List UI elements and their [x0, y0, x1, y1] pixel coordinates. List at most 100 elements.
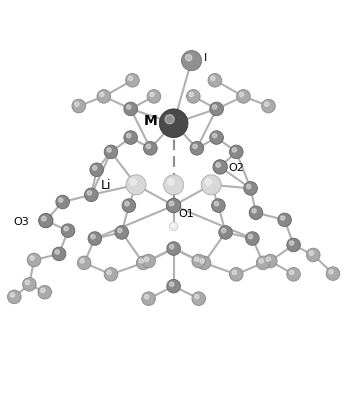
- Circle shape: [210, 103, 223, 116]
- Circle shape: [150, 93, 154, 98]
- Circle shape: [8, 290, 21, 304]
- Circle shape: [10, 293, 15, 297]
- Text: O2: O2: [228, 162, 244, 173]
- Circle shape: [88, 232, 102, 246]
- Circle shape: [38, 286, 52, 299]
- Circle shape: [170, 282, 174, 287]
- Circle shape: [214, 202, 219, 206]
- Circle shape: [248, 235, 253, 239]
- Circle shape: [55, 250, 59, 255]
- Circle shape: [124, 103, 137, 116]
- Text: O1: O1: [178, 209, 194, 219]
- Circle shape: [167, 242, 180, 256]
- Circle shape: [185, 55, 192, 62]
- Circle shape: [262, 100, 275, 113]
- Circle shape: [249, 207, 263, 220]
- Circle shape: [326, 267, 340, 281]
- Circle shape: [216, 163, 221, 168]
- Circle shape: [290, 271, 294, 275]
- Circle shape: [107, 148, 111, 153]
- Circle shape: [195, 295, 199, 299]
- Circle shape: [278, 213, 291, 227]
- Circle shape: [200, 259, 204, 264]
- Circle shape: [147, 90, 161, 104]
- Text: M: M: [144, 113, 157, 127]
- Circle shape: [211, 77, 215, 81]
- Circle shape: [27, 254, 41, 267]
- Circle shape: [210, 132, 223, 145]
- Circle shape: [290, 241, 294, 245]
- Circle shape: [222, 229, 226, 233]
- Circle shape: [124, 132, 137, 145]
- Circle shape: [213, 160, 227, 175]
- Circle shape: [52, 247, 66, 261]
- Circle shape: [97, 90, 111, 104]
- Circle shape: [329, 270, 333, 274]
- Circle shape: [265, 103, 269, 107]
- Circle shape: [168, 179, 174, 186]
- Circle shape: [170, 245, 174, 249]
- Circle shape: [189, 93, 194, 98]
- Circle shape: [246, 232, 259, 246]
- Circle shape: [104, 268, 118, 281]
- Circle shape: [244, 182, 257, 196]
- Circle shape: [30, 256, 34, 261]
- Circle shape: [80, 259, 84, 264]
- Circle shape: [306, 249, 320, 262]
- Circle shape: [169, 222, 178, 231]
- Circle shape: [87, 191, 92, 196]
- Circle shape: [212, 199, 225, 213]
- Circle shape: [129, 77, 133, 81]
- Circle shape: [213, 134, 217, 139]
- Circle shape: [195, 257, 199, 262]
- Circle shape: [61, 224, 75, 238]
- Circle shape: [144, 142, 157, 156]
- Circle shape: [139, 259, 144, 264]
- Circle shape: [252, 209, 256, 213]
- Circle shape: [39, 214, 53, 228]
- Circle shape: [263, 255, 277, 268]
- Circle shape: [90, 164, 103, 177]
- Circle shape: [309, 251, 314, 256]
- Circle shape: [130, 179, 136, 186]
- Circle shape: [64, 227, 68, 231]
- Circle shape: [145, 295, 149, 299]
- Circle shape: [171, 224, 174, 227]
- Text: O3: O3: [14, 216, 29, 226]
- Circle shape: [84, 189, 98, 202]
- Circle shape: [240, 93, 244, 98]
- Circle shape: [145, 257, 149, 262]
- Circle shape: [192, 255, 205, 268]
- Circle shape: [229, 146, 243, 159]
- Circle shape: [165, 115, 174, 124]
- Circle shape: [77, 256, 91, 270]
- Circle shape: [93, 166, 97, 171]
- Circle shape: [287, 268, 300, 281]
- Circle shape: [91, 235, 95, 239]
- Circle shape: [237, 90, 250, 104]
- Circle shape: [59, 198, 63, 203]
- Circle shape: [41, 288, 45, 293]
- Circle shape: [208, 74, 222, 88]
- Circle shape: [56, 196, 69, 209]
- Circle shape: [23, 278, 36, 292]
- Circle shape: [232, 271, 237, 275]
- Circle shape: [25, 281, 30, 285]
- Circle shape: [213, 106, 217, 110]
- Circle shape: [104, 146, 118, 159]
- Circle shape: [118, 229, 122, 233]
- Circle shape: [187, 90, 200, 104]
- Circle shape: [146, 145, 151, 149]
- Circle shape: [72, 100, 86, 113]
- Text: I: I: [204, 53, 208, 63]
- Circle shape: [122, 199, 136, 213]
- Circle shape: [201, 175, 221, 195]
- Circle shape: [192, 292, 205, 306]
- Circle shape: [42, 217, 46, 222]
- Circle shape: [193, 145, 197, 149]
- Circle shape: [256, 256, 270, 270]
- Circle shape: [232, 148, 237, 153]
- Circle shape: [205, 179, 212, 186]
- Circle shape: [190, 142, 204, 156]
- Circle shape: [142, 292, 155, 306]
